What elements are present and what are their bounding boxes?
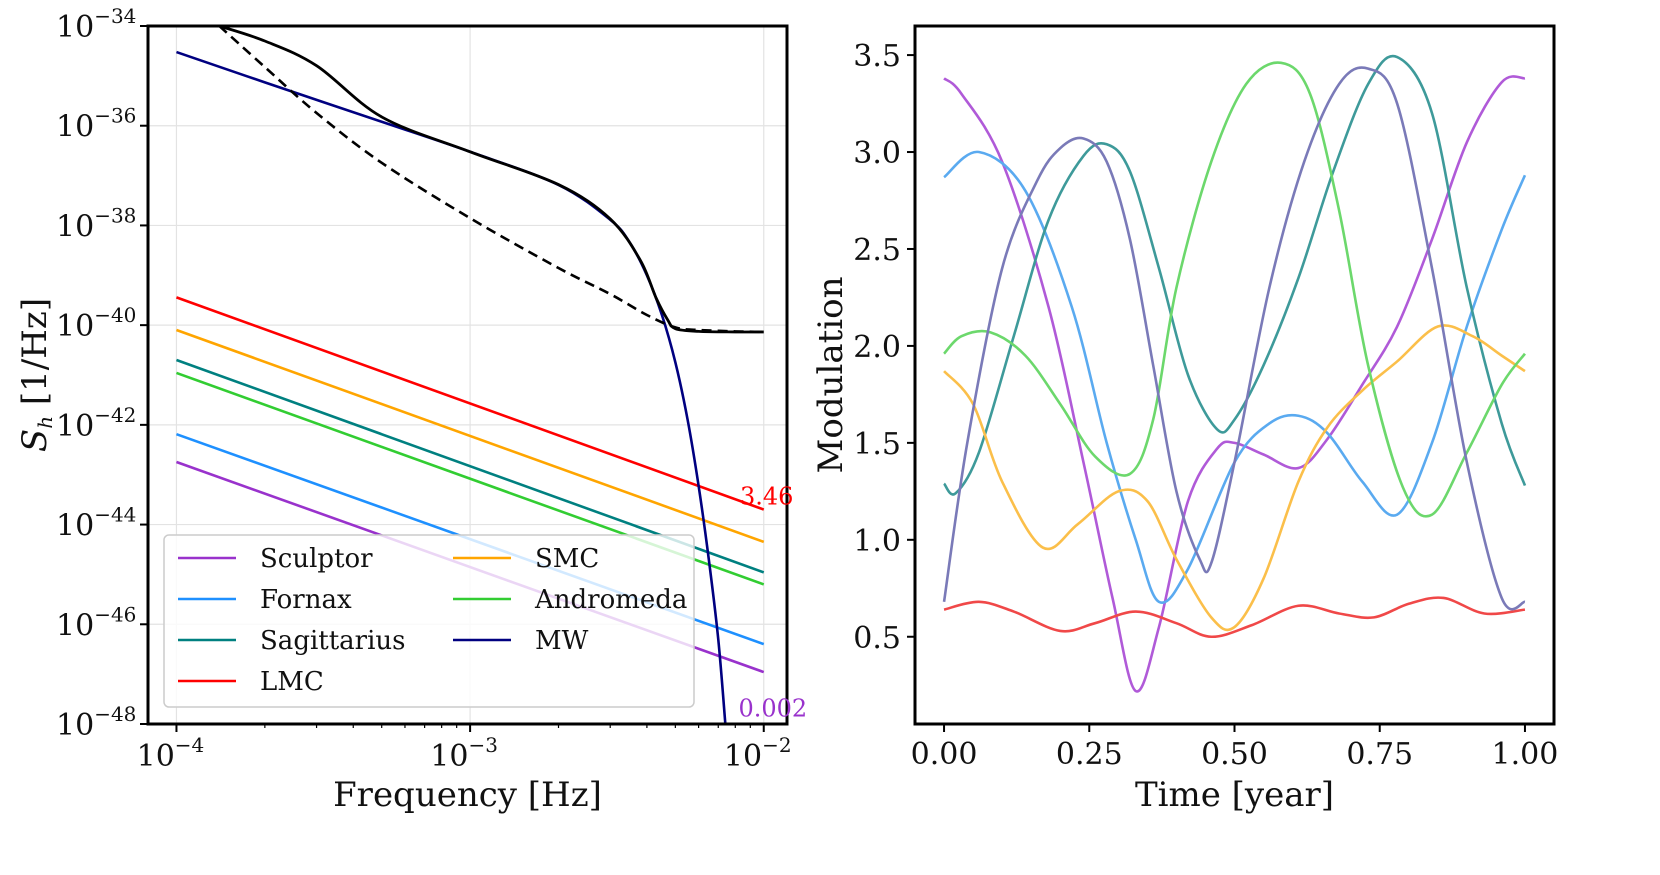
legend-label-sculptor: Sculptor [260,544,373,574]
left-annotations: 3.46 0.002 [738,483,807,723]
right-x-axis-label: Time [year] [1135,775,1334,815]
psd-panel: 10−4 10−3 10−210−3410−3610−3810−4010−4210−… [15,4,807,815]
modulation-panel: 0.00 0.25 0.50 0.75 1.00 0.5 1.0 1.5 2.0 2.5 3.0 3.… [811,24,1558,815]
left-y-axis-label-main: S [15,429,55,452]
left-x-tick-exp: −2 [762,733,791,757]
left-y-tick-exp: −42 [94,403,136,427]
left-y-axis-label: Sh [1/Hz] [15,298,57,452]
left-x-tick-label: 10−3 [430,733,498,774]
right-axes-frame [913,24,1556,726]
left-y-tick-base: 10 [56,509,94,544]
left-y-tick-label: 10−38 [56,203,136,244]
modulation-line-sagittarius [943,54,1527,496]
left-x-tick-exp: −3 [468,733,497,757]
annotation-label: 0.002 [738,695,807,723]
left-x-tick-base: 10 [137,739,175,774]
modulation-line-mw [942,66,1526,611]
right-ticks: 0.00 0.25 0.50 0.75 1.00 0.5 1.0 1.5 2.0 2.5 3.0 3.… [853,39,1558,772]
left-y-axis-label-unit: [1/Hz] [15,298,55,416]
left-x-tick-exp: −4 [175,733,204,757]
left-y-tick-exp: −44 [94,503,136,527]
left-y-tick-base: 10 [56,608,94,643]
left-y-tick-base: 10 [56,10,94,45]
legend-label-andromeda: Andromeda [534,585,687,615]
legend-label-smc: SMC [535,544,599,574]
right-y-tick-label: 0.5 [853,621,901,656]
left-y-tick-label: 10−44 [56,503,136,544]
right-y-tick-label: 3.0 [853,136,901,171]
left-y-tick-label: 10−36 [56,104,136,145]
left-y-tick-base: 10 [56,110,94,145]
left-y-tick-base: 10 [56,409,94,444]
left-x-axis-label: Frequency [Hz] [333,775,602,815]
modulation-line-lmc [943,596,1526,639]
left-y-tick-base: 10 [56,309,94,344]
legend-label-fornax: Fornax [260,585,352,615]
left-y-tick-exp: −36 [94,104,136,128]
annotation-label: 3.46 [740,483,793,511]
right-x-tick-label: 0.50 [1201,737,1268,772]
left-x-tick-base: 10 [430,739,468,774]
left-y-tick-exp: −40 [94,303,136,327]
left-ticks: 10−4 10−3 10−210−3410−3610−3810−4010−4210−… [56,4,792,774]
left-y-tick-base: 10 [56,708,94,743]
modulation-line-smc [943,324,1526,632]
series-line-lmc [176,296,765,511]
modulation-line-andromeda [943,61,1526,518]
right-y-axis-label: Modulation [811,277,851,474]
left-x-tick-label: 10−4 [137,733,205,774]
left-y-tick-label: 10−48 [56,702,136,743]
left-y-axis-label-sub: h [33,416,57,429]
right-x-tick-label: 1.00 [1492,737,1559,772]
left-x-tick-base: 10 [724,739,762,774]
legend: Sculptor Fornax Sagittarius LMC SMC Andromeda… [163,534,695,708]
left-axes-frame [146,24,789,726]
modulation-line-fornax [943,150,1527,605]
left-y-tick-base: 10 [56,209,94,244]
left-x-tick-label: 10−2 [724,733,792,774]
left-y-tick-label: 10−42 [56,403,136,444]
right-y-tick-label: 3.5 [853,39,901,74]
noise-curve-line [218,26,764,334]
right-series-group [942,54,1527,693]
legend-label-mw: MW [535,626,589,656]
left-y-tick-label: 10−46 [56,602,136,643]
right-x-tick-label: 0.25 [1056,737,1123,772]
modulation-line-sculptor [943,75,1526,693]
total-curve-line [218,26,764,334]
right-y-tick-label: 2.0 [853,330,901,365]
legend-label-lmc: LMC [260,667,324,697]
right-x-tick-label: 0.00 [911,737,978,772]
right-y-tick-label: 1.5 [853,427,901,462]
left-y-tick-exp: −48 [94,702,136,726]
left-y-tick-label: 10−40 [56,303,136,344]
right-x-tick-label: 0.75 [1346,737,1413,772]
right-y-tick-label: 2.5 [853,233,901,268]
legend-label-sagittarius: Sagittarius [260,626,406,656]
legend-box [163,534,695,708]
series-line-smc [176,328,765,544]
right-y-tick-label: 1.0 [853,524,901,559]
left-y-tick-label: 10−34 [56,4,136,45]
left-y-tick-exp: −34 [94,4,136,28]
left-y-tick-exp: −38 [94,203,136,227]
left-y-tick-exp: −46 [94,602,136,626]
